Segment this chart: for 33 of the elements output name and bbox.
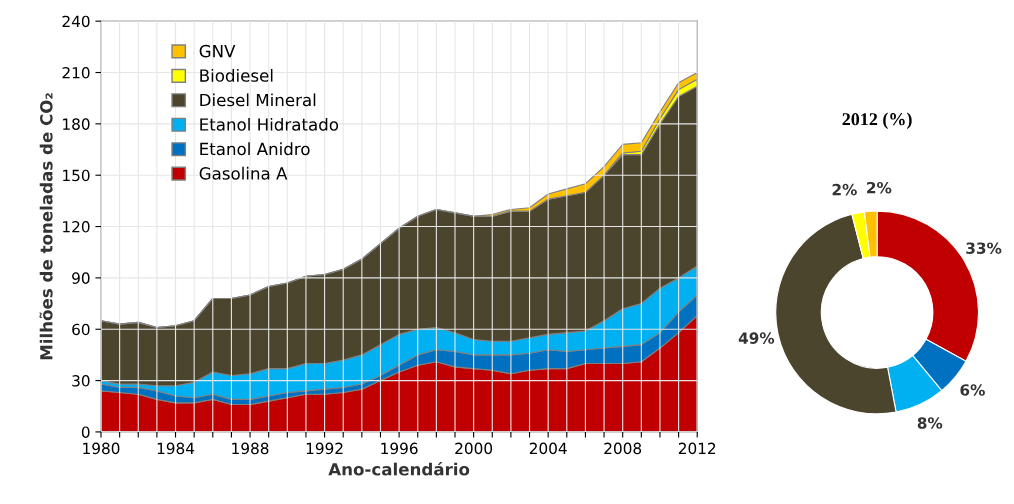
y-axis-title: Milhões de toneladas de CO₂ bbox=[39, 93, 53, 360]
y-tick-label: 180 bbox=[63, 118, 90, 130]
y-tick-label: 150 bbox=[63, 169, 90, 182]
data-label: 8% bbox=[917, 417, 943, 429]
y-tick-label: 0 bbox=[81, 426, 90, 438]
y-tick-label: 90 bbox=[72, 272, 90, 284]
chart-title: 2012 (%) bbox=[842, 112, 912, 129]
legend-label: Etanol Anidro bbox=[200, 142, 310, 156]
y-tick-label: 30 bbox=[72, 375, 90, 387]
legend-label: Etanol Hidratado bbox=[200, 117, 339, 131]
x-tick-label: 1988 bbox=[232, 442, 269, 455]
x-tick-label: 1980 bbox=[83, 442, 120, 455]
x-tick-label: 2004 bbox=[529, 442, 567, 455]
data-label: 6% bbox=[960, 384, 985, 396]
x-tick-label: 1992 bbox=[306, 442, 343, 455]
x-tick-label: 2008 bbox=[604, 442, 642, 455]
y-tick-label: 210 bbox=[62, 66, 90, 79]
legend-label: Gasolina A bbox=[199, 166, 288, 180]
x-tick-label: 2012 bbox=[678, 442, 716, 455]
y-tick-label: 60 bbox=[72, 323, 90, 336]
legend-label: GNV bbox=[199, 44, 236, 58]
x-tick-label: 2000 bbox=[455, 442, 493, 455]
y-tick-label: 240 bbox=[62, 15, 90, 28]
x-tick-label: 1996 bbox=[381, 442, 418, 455]
x-tick-label: 1984 bbox=[157, 442, 195, 455]
data-label: 33% bbox=[966, 242, 1002, 254]
data-label: 2% bbox=[867, 181, 892, 194]
x-axis-title: Ano-calendário bbox=[328, 462, 470, 476]
y-tick-label: 120 bbox=[63, 221, 90, 233]
data-label: 49% bbox=[738, 332, 775, 344]
legend-label: Biodiesel bbox=[200, 68, 273, 82]
data-label: 2% bbox=[832, 183, 857, 196]
legend-label: Diesel Mineral bbox=[200, 93, 316, 107]
